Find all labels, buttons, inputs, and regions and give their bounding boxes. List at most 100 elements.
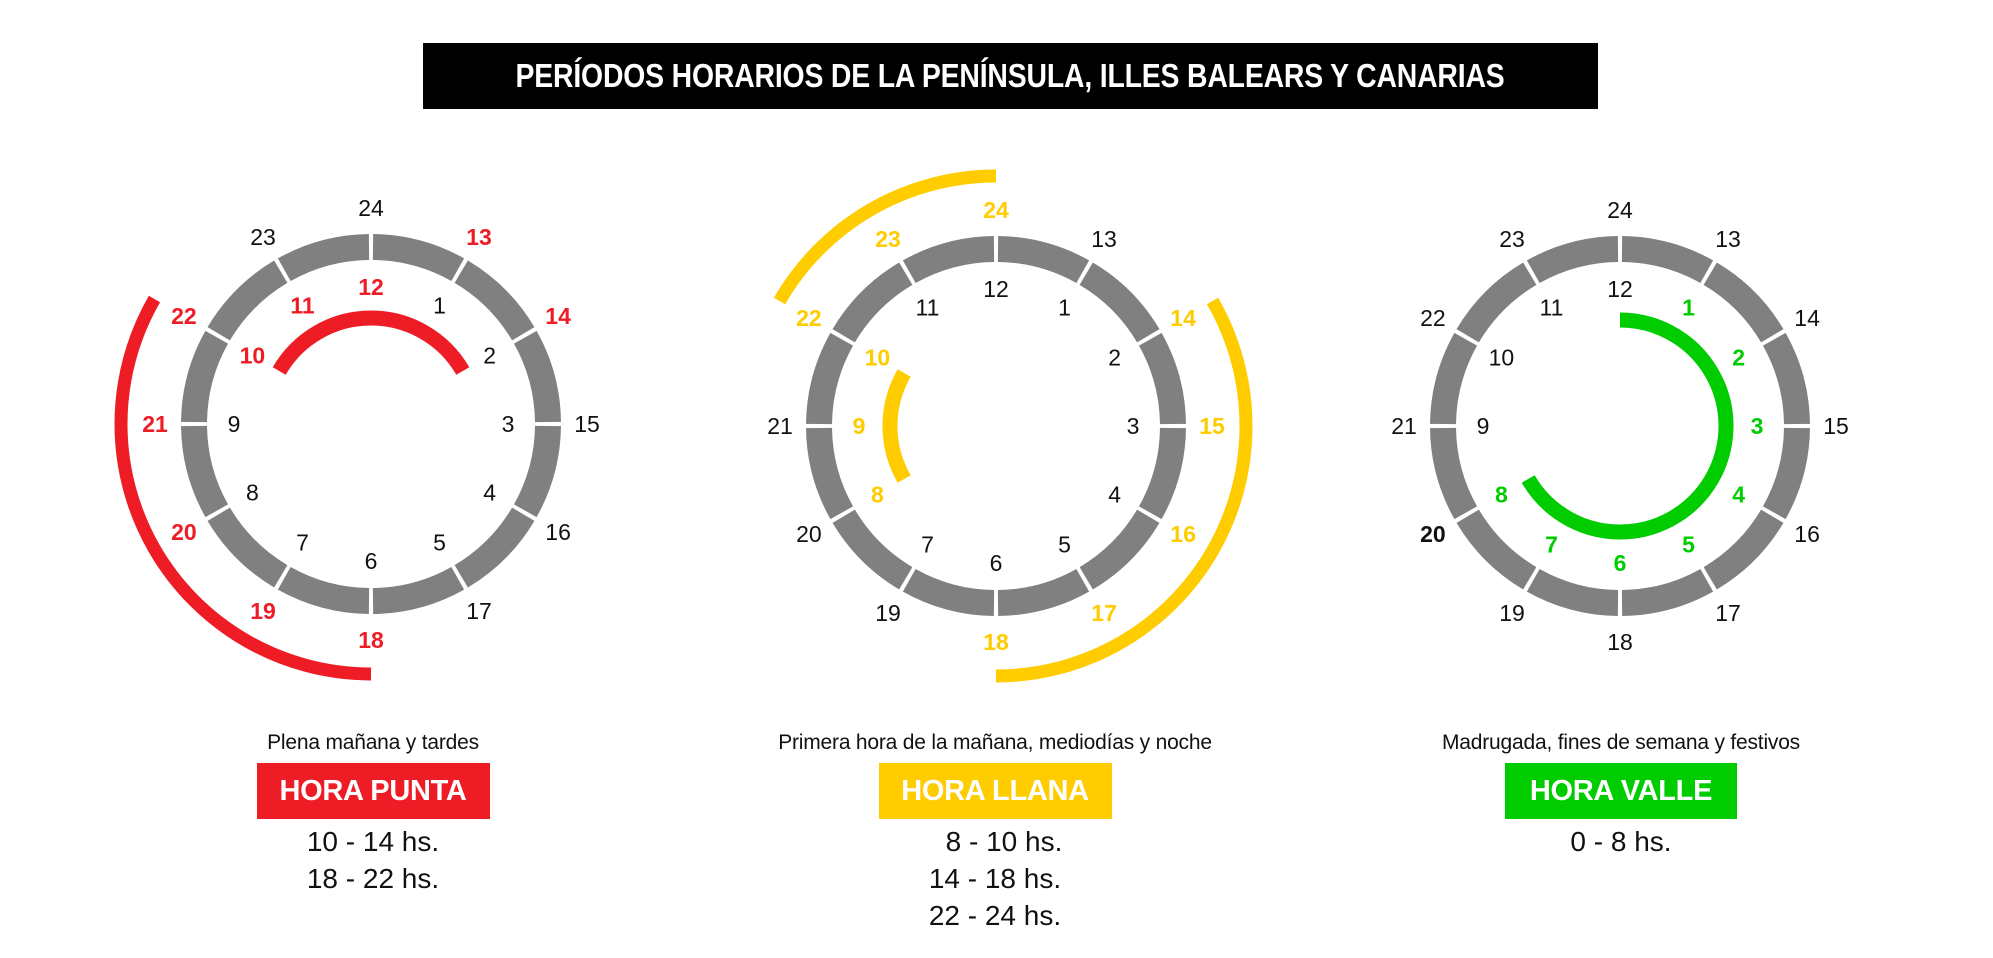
hour-label: 4 [483,480,496,506]
hour-label: 23 [250,224,276,250]
hour-label: 19 [250,598,276,624]
ring-segment [277,566,370,614]
hour-label: 14 [1794,305,1820,331]
ring-segment [1079,262,1160,343]
hour-label: 13 [1715,226,1741,252]
hour-label: 13 [1091,226,1117,252]
hour-label: 12 [1607,276,1633,302]
hour-label: 9 [1477,413,1490,439]
hour-label: 22 [796,305,822,331]
hour-label: 12 [983,276,1009,302]
hour-label: 4 [1108,482,1121,508]
hour-label: 23 [875,226,901,252]
ring-segment [902,568,995,616]
ring-segment [181,425,229,518]
hour-label: 1 [1682,294,1695,320]
ring-segment [1526,236,1619,284]
hour-label: 5 [1682,532,1695,558]
hour-label: 13 [466,224,492,250]
ring-segment [277,234,370,282]
hour-label: 21 [1391,413,1417,439]
hour-label: 17 [1715,600,1741,626]
ring-segment [1762,332,1810,425]
hour-label: 9 [228,411,241,437]
hour-label: 16 [545,519,571,545]
ring-segment [1138,332,1186,425]
ring-segment [513,425,561,518]
hour-label: 3 [1127,413,1140,439]
hour-label: 20 [171,519,197,545]
period-times: 0 - 8 hs. [1570,823,1671,860]
hour-label: 23 [1499,226,1525,252]
hour-label: 6 [365,548,378,574]
ring-segment [1526,568,1619,616]
hour-label: 15 [1199,413,1225,439]
hour-label: 14 [1170,305,1196,331]
time-range: 0 - 8 hs. [1570,826,1672,857]
hour-label: 3 [502,411,515,437]
ring-segment [997,236,1090,284]
hour-label: 7 [921,532,934,558]
ring-segment [454,507,535,588]
hour-label: 5 [433,530,446,556]
ring-segment [806,427,854,520]
ring-segment [1079,509,1160,590]
hour-label: 15 [1823,413,1849,439]
hour-label: 7 [1545,532,1558,558]
hour-label: 17 [466,598,492,624]
time-range: 22 - 24 hs. [928,900,1062,931]
hour-label: 20 [796,521,822,547]
time-range: 10 - 14 hs. [306,826,440,857]
hour-label: 1 [1058,294,1071,320]
hour-label: 10 [865,345,891,371]
hour-label: 18 [1607,629,1633,655]
ring-segment [1762,427,1810,520]
period-badge-punta: HORA PUNTA [256,763,490,819]
ring-segment [1621,236,1714,284]
hour-label: 22 [1420,305,1446,331]
ring-segment [207,260,288,341]
hour-label: 18 [983,629,1009,655]
hour-label: 8 [246,480,259,506]
outer-period-arc [995,297,1253,683]
hour-label: 12 [358,274,384,300]
period-times: 8 - 10 hs. 14 - 18 hs. 22 - 24 hs. [928,823,1063,934]
ring-segment [513,330,561,423]
hour-label: 24 [983,197,1009,223]
ring-segment [1703,509,1784,590]
ring-segment [207,507,288,588]
legend-hora-llana: Primera hora de la mañana, mediodías y n… [745,728,1245,934]
ring-segment [832,262,913,343]
ring-segment [1456,509,1537,590]
time-range: 14 - 18 hs. [928,863,1062,894]
ring-segment [1430,427,1478,520]
ring-segment [181,330,229,423]
ring-segment [454,260,535,341]
ring-segment [832,509,913,590]
period-badge-valle: HORA VALLE [1505,763,1737,819]
inner-period-arc [272,310,470,375]
outer-period-arc [114,295,372,681]
legend-hora-punta: Plena mañana y tardes HORA PUNTA 10 - 14… [123,728,623,897]
hour-label: 22 [171,303,197,329]
time-range: 8 - 10 hs. [945,826,1063,857]
hour-label: 6 [990,550,1003,576]
hour-label: 24 [1607,197,1633,223]
ring-segment [1703,262,1784,343]
hour-label: 19 [1499,600,1525,626]
hour-label: 11 [290,292,315,318]
period-description: Primera hora de la mañana, mediodías y n… [778,731,1212,754]
hour-label: 17 [1091,600,1117,626]
hour-label: 18 [358,627,384,653]
hour-label: 2 [1732,345,1745,371]
hour-label: 10 [240,343,266,369]
hour-label: 24 [358,195,384,221]
hour-label: 21 [142,411,168,437]
page-title: PERÍODOS HORARIOS DE LA PENÍNSULA, ILLES… [515,57,1506,94]
inner-period-arc [882,369,911,483]
outer-period-arc [773,169,997,305]
ring-segment [997,568,1090,616]
